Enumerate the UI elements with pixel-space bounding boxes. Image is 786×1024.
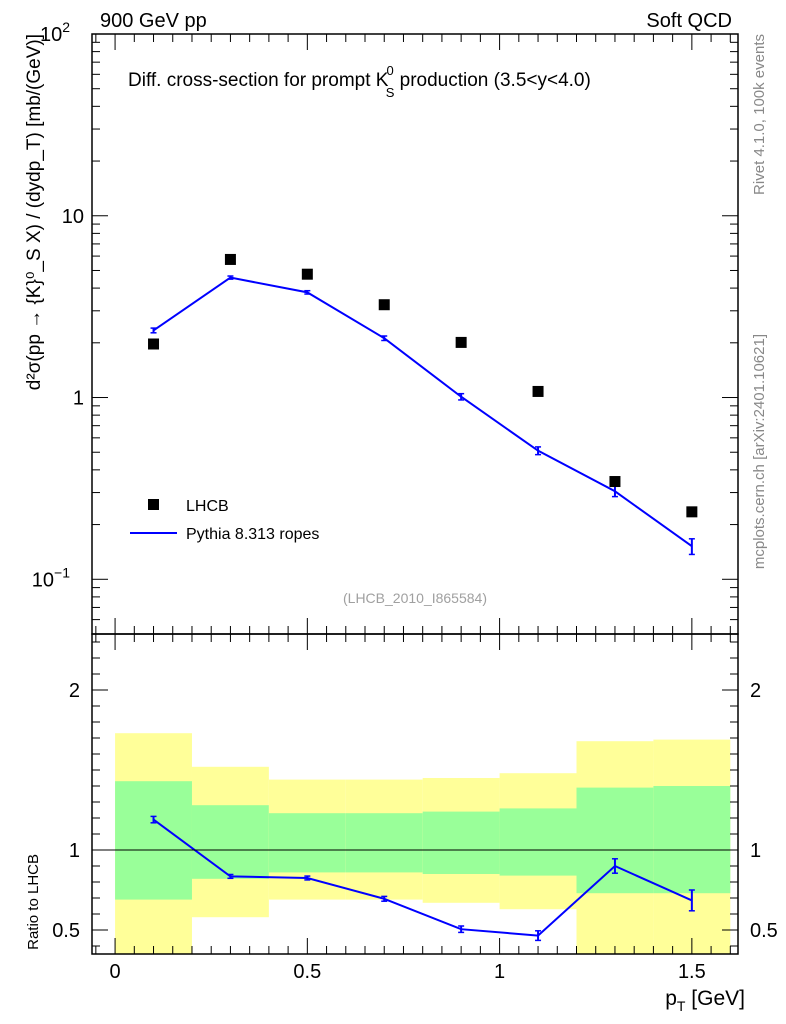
legend-data-marker bbox=[148, 499, 159, 510]
lhcb-data-point bbox=[609, 476, 621, 488]
ytick-base: 10 bbox=[40, 24, 62, 46]
band-inner bbox=[191, 805, 269, 879]
band-inner bbox=[268, 813, 346, 873]
ratio-ytick-label-right: 0.5 bbox=[750, 920, 778, 942]
ratio-ylabel: Ratio to LHCB bbox=[25, 854, 42, 950]
lhcb-data-point bbox=[148, 338, 160, 350]
main-marks bbox=[148, 253, 698, 556]
main-ytick-label: 10 bbox=[62, 206, 84, 228]
analysis-watermark: (LHCB_2010_I865584) bbox=[343, 590, 487, 606]
ytick-base: 1 bbox=[73, 388, 84, 410]
main-ytick-label: 1 bbox=[73, 388, 84, 410]
x-tick-label: 0 bbox=[110, 961, 121, 983]
main-title: Diff. cross-section for prompt K0 S produ… bbox=[128, 63, 591, 100]
ratio-ytick-label-right: 2 bbox=[750, 680, 761, 702]
lhcb-data-point bbox=[224, 253, 236, 265]
ratio-panel: 2 2 1 1 0.5 0.5 0 0.5 1 1.5 Ratio to LHCB pT [GeV… bbox=[25, 633, 778, 1014]
header-right: Soft QCD bbox=[646, 10, 732, 32]
title-suffix: production (3.5<y<4.0) bbox=[394, 70, 590, 91]
mc-curve bbox=[152, 276, 693, 548]
ratio-curve bbox=[152, 818, 693, 937]
band-inner bbox=[345, 813, 423, 873]
ratio-ytick-label-right: 1 bbox=[750, 840, 761, 862]
legend-data-label: LHCB bbox=[186, 498, 229, 515]
ratio-marks bbox=[150, 815, 695, 942]
x-axis-label: pT [GeV] bbox=[665, 987, 745, 1014]
legend-mc-label: Pythia 8.313 ropes bbox=[186, 526, 319, 543]
x-tick-label: 1.5 bbox=[678, 961, 706, 983]
main-ylabel: d²σ(pp → {K}⁰_S X) / (dydp_T) [mb/(GeV)] bbox=[24, 34, 45, 390]
ytick-exp: −1 bbox=[54, 564, 70, 580]
ytick-base: 10 bbox=[62, 206, 84, 228]
ratio-ytick-label-left: 2 bbox=[69, 680, 80, 702]
lhcb-data-point bbox=[455, 336, 467, 348]
ytick-exp: 2 bbox=[62, 19, 70, 35]
title-prefix: Diff. cross-section for prompt K bbox=[128, 70, 389, 91]
lhcb-data-point bbox=[532, 385, 544, 397]
ytick-base: 10 bbox=[32, 569, 54, 591]
ratio-ytick-label-left: 0.5 bbox=[52, 920, 80, 942]
xlabel-main: p bbox=[665, 987, 677, 1010]
xlabel-sub: T bbox=[677, 998, 686, 1014]
lhcb-data-point bbox=[686, 506, 698, 518]
ratio-axes: 2 2 1 1 0.5 0.5 0 0.5 1 1.5 bbox=[52, 634, 778, 983]
band-inner bbox=[576, 787, 654, 894]
title-sup: 0 bbox=[386, 63, 393, 78]
source-label: mcplots.cern.ch [arXiv:2401.10621] bbox=[751, 334, 768, 569]
band-inner bbox=[115, 781, 192, 900]
lhcb-data-point bbox=[301, 268, 313, 280]
rivet-label: Rivet 4.1.0, 100k events bbox=[751, 34, 768, 195]
main-ytick-label: 10−1 bbox=[32, 564, 70, 591]
band-inner bbox=[499, 808, 577, 876]
x-tick-label: 1 bbox=[494, 961, 505, 983]
x-tick-label: 0.5 bbox=[293, 961, 321, 983]
ratio-bands bbox=[115, 733, 731, 954]
legend: LHCB Pythia 8.313 ropes bbox=[130, 498, 319, 543]
main-ytick-label: 102 bbox=[40, 19, 70, 46]
ratio-ytick-label-left: 1 bbox=[69, 840, 80, 862]
title-sub: S bbox=[386, 85, 395, 100]
band-inner bbox=[422, 811, 500, 874]
header-left: 900 GeV pp bbox=[100, 10, 207, 32]
ratio-frame bbox=[91, 633, 739, 955]
main-frame bbox=[91, 33, 739, 635]
lhcb-data-point bbox=[378, 299, 390, 311]
xlabel-unit: [GeV] bbox=[685, 987, 745, 1010]
band-inner bbox=[653, 786, 731, 894]
